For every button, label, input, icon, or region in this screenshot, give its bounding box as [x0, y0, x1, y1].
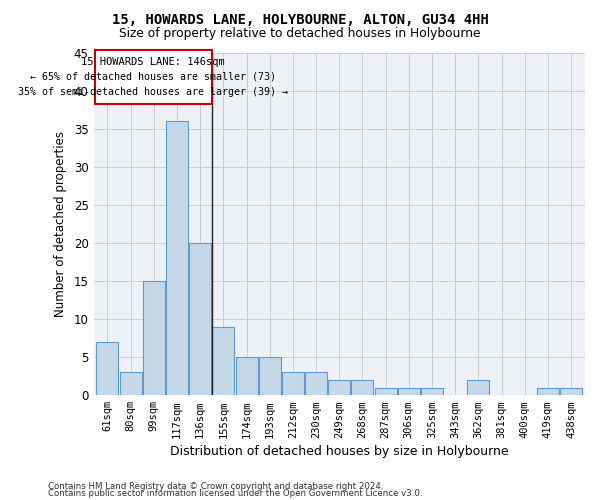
Bar [166, 121, 188, 395]
Bar [119, 372, 142, 395]
Bar [189, 243, 211, 395]
Bar [560, 388, 582, 395]
X-axis label: Distribution of detached houses by size in Holybourne: Distribution of detached houses by size … [170, 444, 509, 458]
FancyBboxPatch shape [95, 50, 212, 104]
Text: 15, HOWARDS LANE, HOLYBOURNE, ALTON, GU34 4HH: 15, HOWARDS LANE, HOLYBOURNE, ALTON, GU3… [112, 12, 488, 26]
Y-axis label: Number of detached properties: Number of detached properties [54, 131, 67, 317]
Bar [305, 372, 327, 395]
Bar [259, 357, 281, 395]
Bar [328, 380, 350, 395]
Bar [398, 388, 420, 395]
Bar [143, 281, 165, 395]
Text: Contains HM Land Registry data © Crown copyright and database right 2024.: Contains HM Land Registry data © Crown c… [48, 482, 383, 491]
Bar [236, 357, 257, 395]
Bar [467, 380, 490, 395]
Text: ← 65% of detached houses are smaller (73): ← 65% of detached houses are smaller (73… [30, 72, 276, 82]
Text: 15 HOWARDS LANE: 146sqm: 15 HOWARDS LANE: 146sqm [82, 56, 225, 66]
Bar [352, 380, 373, 395]
Bar [374, 388, 397, 395]
Bar [97, 342, 118, 395]
Bar [421, 388, 443, 395]
Text: Contains public sector information licensed under the Open Government Licence v3: Contains public sector information licen… [48, 489, 422, 498]
Text: 35% of semi-detached houses are larger (39) →: 35% of semi-detached houses are larger (… [18, 87, 288, 97]
Bar [212, 326, 235, 395]
Bar [537, 388, 559, 395]
Text: Size of property relative to detached houses in Holybourne: Size of property relative to detached ho… [119, 28, 481, 40]
Bar [282, 372, 304, 395]
